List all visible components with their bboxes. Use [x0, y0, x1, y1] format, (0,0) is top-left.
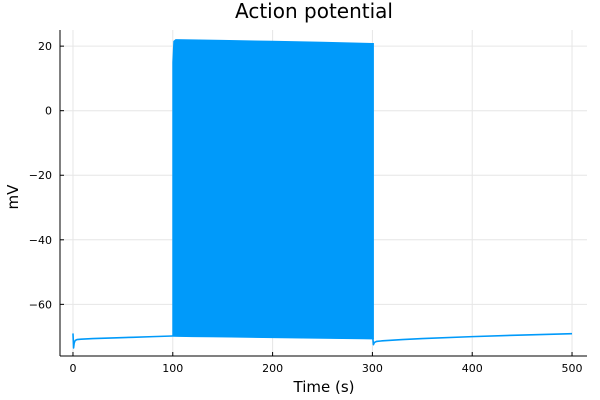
x-tick-label-200: 200: [262, 362, 283, 375]
chart-title: Action potential: [235, 0, 393, 23]
y-tick-label-20: 20: [38, 40, 52, 53]
y-tick-label--60: −60: [29, 298, 52, 311]
x-axis-label: Time (s): [293, 378, 355, 396]
series-0-spike-band: [172, 39, 374, 340]
x-axis-ticks: 0 100 200 300 400 500: [69, 352, 583, 375]
series-layer: [72, 39, 573, 349]
y-axis-ticks: −60 −40 −20 0 20: [29, 40, 64, 311]
y-tick-label-0: 0: [45, 105, 52, 118]
x-tick-label-100: 100: [162, 362, 183, 375]
y-axis-label: mV: [4, 184, 22, 210]
x-tick-label-400: 400: [462, 362, 483, 375]
x-tick-label-500: 500: [562, 362, 583, 375]
x-tick-label-0: 0: [69, 362, 76, 375]
x-tick-label-300: 300: [362, 362, 383, 375]
y-tick-label--40: −40: [29, 234, 52, 247]
y-tick-label--20: −20: [29, 169, 52, 182]
